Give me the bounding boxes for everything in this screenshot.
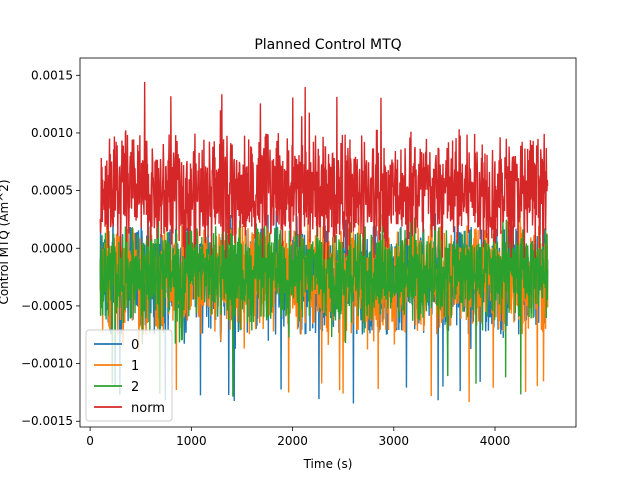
legend-label-2: 2 [131,380,139,395]
legend-label-norm: norm [131,401,165,416]
y-tick-label: 0.0015 [31,68,73,82]
x-tick-label: 1000 [176,434,207,448]
y-tick-label: −0.0015 [21,414,73,428]
series-line-norm [99,81,549,260]
x-tick-label: 2000 [277,434,308,448]
legend-label-1: 1 [131,359,139,374]
chart-title: Planned Control MTQ [254,37,401,53]
x-tick-label: 3000 [379,434,410,448]
legend-label-0: 0 [131,338,139,353]
x-tick-label: 4000 [480,434,511,448]
y-tick-label: 0.0000 [31,241,73,255]
legend: 0 1 2 norm [85,329,173,422]
x-axis: 0 1000 2000 3000 4000 [86,427,510,448]
y-axis-label: Control MTQ (Am^2) [0,179,11,304]
y-tick-label: 0.0010 [31,126,73,140]
series-layer [99,81,549,404]
x-tick-label: 0 [86,434,94,448]
x-axis-label: Time (s) [303,457,353,471]
y-tick-label: −0.0005 [21,299,73,313]
legend-box [85,329,173,422]
y-axis: −0.0015 −0.0010 −0.0005 0.0000 0.0005 0.0010 0… [21,68,80,428]
y-tick-label: −0.0010 [21,357,73,371]
y-tick-label: 0.0005 [31,184,73,198]
series-line-1 [99,208,549,403]
plot-frame [79,57,577,428]
